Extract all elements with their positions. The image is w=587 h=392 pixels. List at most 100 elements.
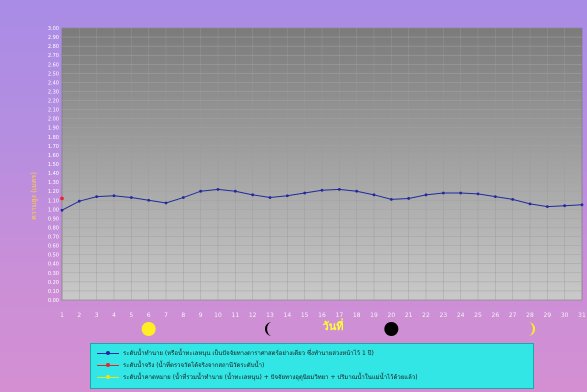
- data-point: [251, 193, 255, 197]
- x-tick-labels: 1 2 3 4 5 6 7 8 9 10 11 12 13 14 15 16 17 18 19 20 21 22 23 24 2…: [60, 312, 586, 319]
- x-tick-label: 9: [199, 312, 203, 319]
- y-tick-label: 1.00: [48, 207, 59, 213]
- new-moon-icon: [384, 322, 399, 336]
- data-point: [216, 187, 220, 191]
- data-point: [77, 199, 81, 203]
- data-point: [199, 189, 203, 193]
- full-moon-icon: [141, 322, 156, 336]
- series-layer: [60, 187, 584, 212]
- y-tick-label: 2.90: [48, 35, 59, 41]
- moon-phase-layer: [141, 322, 535, 336]
- y-tick-label: 0.50: [48, 253, 59, 259]
- data-point: [112, 194, 116, 198]
- legend-item-actual: ระดับน้ำจริง (น้ำที่ตรวจวัดได้จริงจากสถา…: [97, 359, 527, 371]
- data-point: [129, 196, 133, 199]
- data-point: [303, 191, 307, 195]
- data-point: [320, 188, 324, 192]
- data-point: [476, 192, 480, 196]
- x-tick-label: 23: [440, 312, 448, 319]
- data-point: [181, 196, 185, 199]
- data-point: [60, 196, 64, 201]
- grid-layer: [61, 27, 583, 301]
- data-point: [337, 187, 341, 191]
- y-tick-label: 2.60: [48, 62, 59, 68]
- data-point: [285, 194, 289, 198]
- y-tick-label: 1.40: [48, 171, 59, 177]
- x-tick-label: 2: [77, 312, 81, 319]
- y-tick-label: 1.80: [48, 135, 59, 141]
- y-tick-label: 0.00: [48, 298, 59, 304]
- legend-label-predicted: ระดับน้ำทำนาย (หรือน้ำทะเลหนุน เป็นปัจจั…: [123, 350, 374, 357]
- legend: ระดับน้ำทำนาย (หรือน้ำทะเลหนุน เป็นปัจจั…: [90, 343, 534, 389]
- first-quarter-moon-icon: [528, 322, 535, 336]
- x-tick-label: 28: [526, 312, 534, 319]
- x-tick-label: 10: [214, 312, 222, 319]
- y-tick-label: 0.40: [48, 262, 59, 268]
- x-tick-label: 5: [129, 312, 133, 319]
- legend-item-expected: ระดับน้ำคาดหมาย (น้ำที่รวมน้ำทำนาย (น้ำท…: [97, 371, 527, 383]
- data-point: [563, 204, 567, 208]
- x-tick-label: 18: [353, 312, 361, 319]
- x-tick-label: 17: [336, 312, 344, 319]
- data-point: [233, 189, 237, 193]
- data-point: [60, 208, 64, 212]
- x-tick-label: 13: [266, 312, 274, 319]
- legend-label-expected: ระดับน้ำคาดหมาย (น้ำที่รวมน้ำทำนาย (น้ำท…: [123, 374, 418, 381]
- data-point: [355, 189, 359, 193]
- data-point: [407, 197, 411, 200]
- data-point: [389, 197, 393, 201]
- data-point: [528, 202, 532, 206]
- y-tick-label: 2.10: [48, 108, 59, 114]
- x-axis-label: วันที่: [323, 318, 344, 333]
- x-tick-label: 27: [509, 312, 517, 319]
- y-tick-label: 2.50: [48, 71, 59, 77]
- data-point: [441, 191, 445, 195]
- y-tick-label: 0.20: [48, 280, 59, 286]
- x-tick-label: 15: [301, 312, 309, 319]
- x-tick-label: 19: [370, 312, 378, 319]
- y-tick-label: 1.30: [48, 180, 59, 186]
- y-tick-label: 2.40: [48, 80, 59, 86]
- y-axis-label: ความสูง (เมตร): [30, 172, 38, 220]
- x-tick-label: 20: [388, 312, 396, 319]
- x-tick-label: 29: [544, 312, 552, 319]
- last-quarter-moon-icon: [265, 322, 272, 336]
- x-tick-label: 3: [95, 312, 99, 319]
- x-tick-label: 1: [60, 312, 64, 319]
- x-tick-label: 12: [249, 312, 257, 319]
- y-tick-label: 2.30: [48, 89, 59, 95]
- y-tick-label: 0.10: [48, 289, 59, 295]
- y-tick-label: 1.60: [48, 153, 59, 159]
- x-tick-label: 4: [112, 312, 116, 319]
- x-tick-label: 14: [284, 312, 292, 319]
- x-tick-label: 25: [474, 312, 482, 319]
- data-point: [511, 197, 515, 201]
- legend-swatch-predicted: [97, 349, 119, 357]
- y-tick-label: 0.90: [48, 216, 59, 222]
- y-tick-label: 2.80: [48, 44, 59, 50]
- y-tick-label: 2.00: [48, 117, 59, 123]
- y-tick-label: 1.20: [48, 189, 59, 195]
- y-tick-label: 1.10: [48, 198, 59, 204]
- y-tick-label: 2.70: [48, 53, 59, 59]
- data-point: [580, 203, 584, 207]
- x-tick-label: 24: [457, 312, 465, 319]
- y-tick-label: 1.50: [48, 162, 59, 168]
- y-tick-label: 0.30: [48, 271, 59, 277]
- data-point: [424, 193, 428, 197]
- x-tick-label: 7: [164, 312, 168, 319]
- data-point: [147, 198, 151, 202]
- x-tick-label: 11: [232, 312, 240, 319]
- x-tick-label: 31: [578, 312, 586, 319]
- data-point: [372, 193, 376, 197]
- y-tick-label: 0.60: [48, 244, 59, 250]
- x-tick-label: 30: [561, 312, 569, 319]
- legend-item-predicted: ระดับน้ำทำนาย (หรือน้ำทะเลหนุน เป็นปัจจั…: [97, 347, 527, 359]
- data-point: [268, 196, 272, 199]
- y-tick-label: 0.80: [48, 225, 59, 231]
- x-tick-label: 8: [181, 312, 185, 319]
- y-tick-label: 1.90: [48, 126, 59, 132]
- y-tick-labels: 0.00 0.10 0.20 0.30 0.40 0.50 0.60 0.70 0.80 0.90…: [48, 26, 59, 304]
- legend-swatch-actual: [97, 361, 119, 369]
